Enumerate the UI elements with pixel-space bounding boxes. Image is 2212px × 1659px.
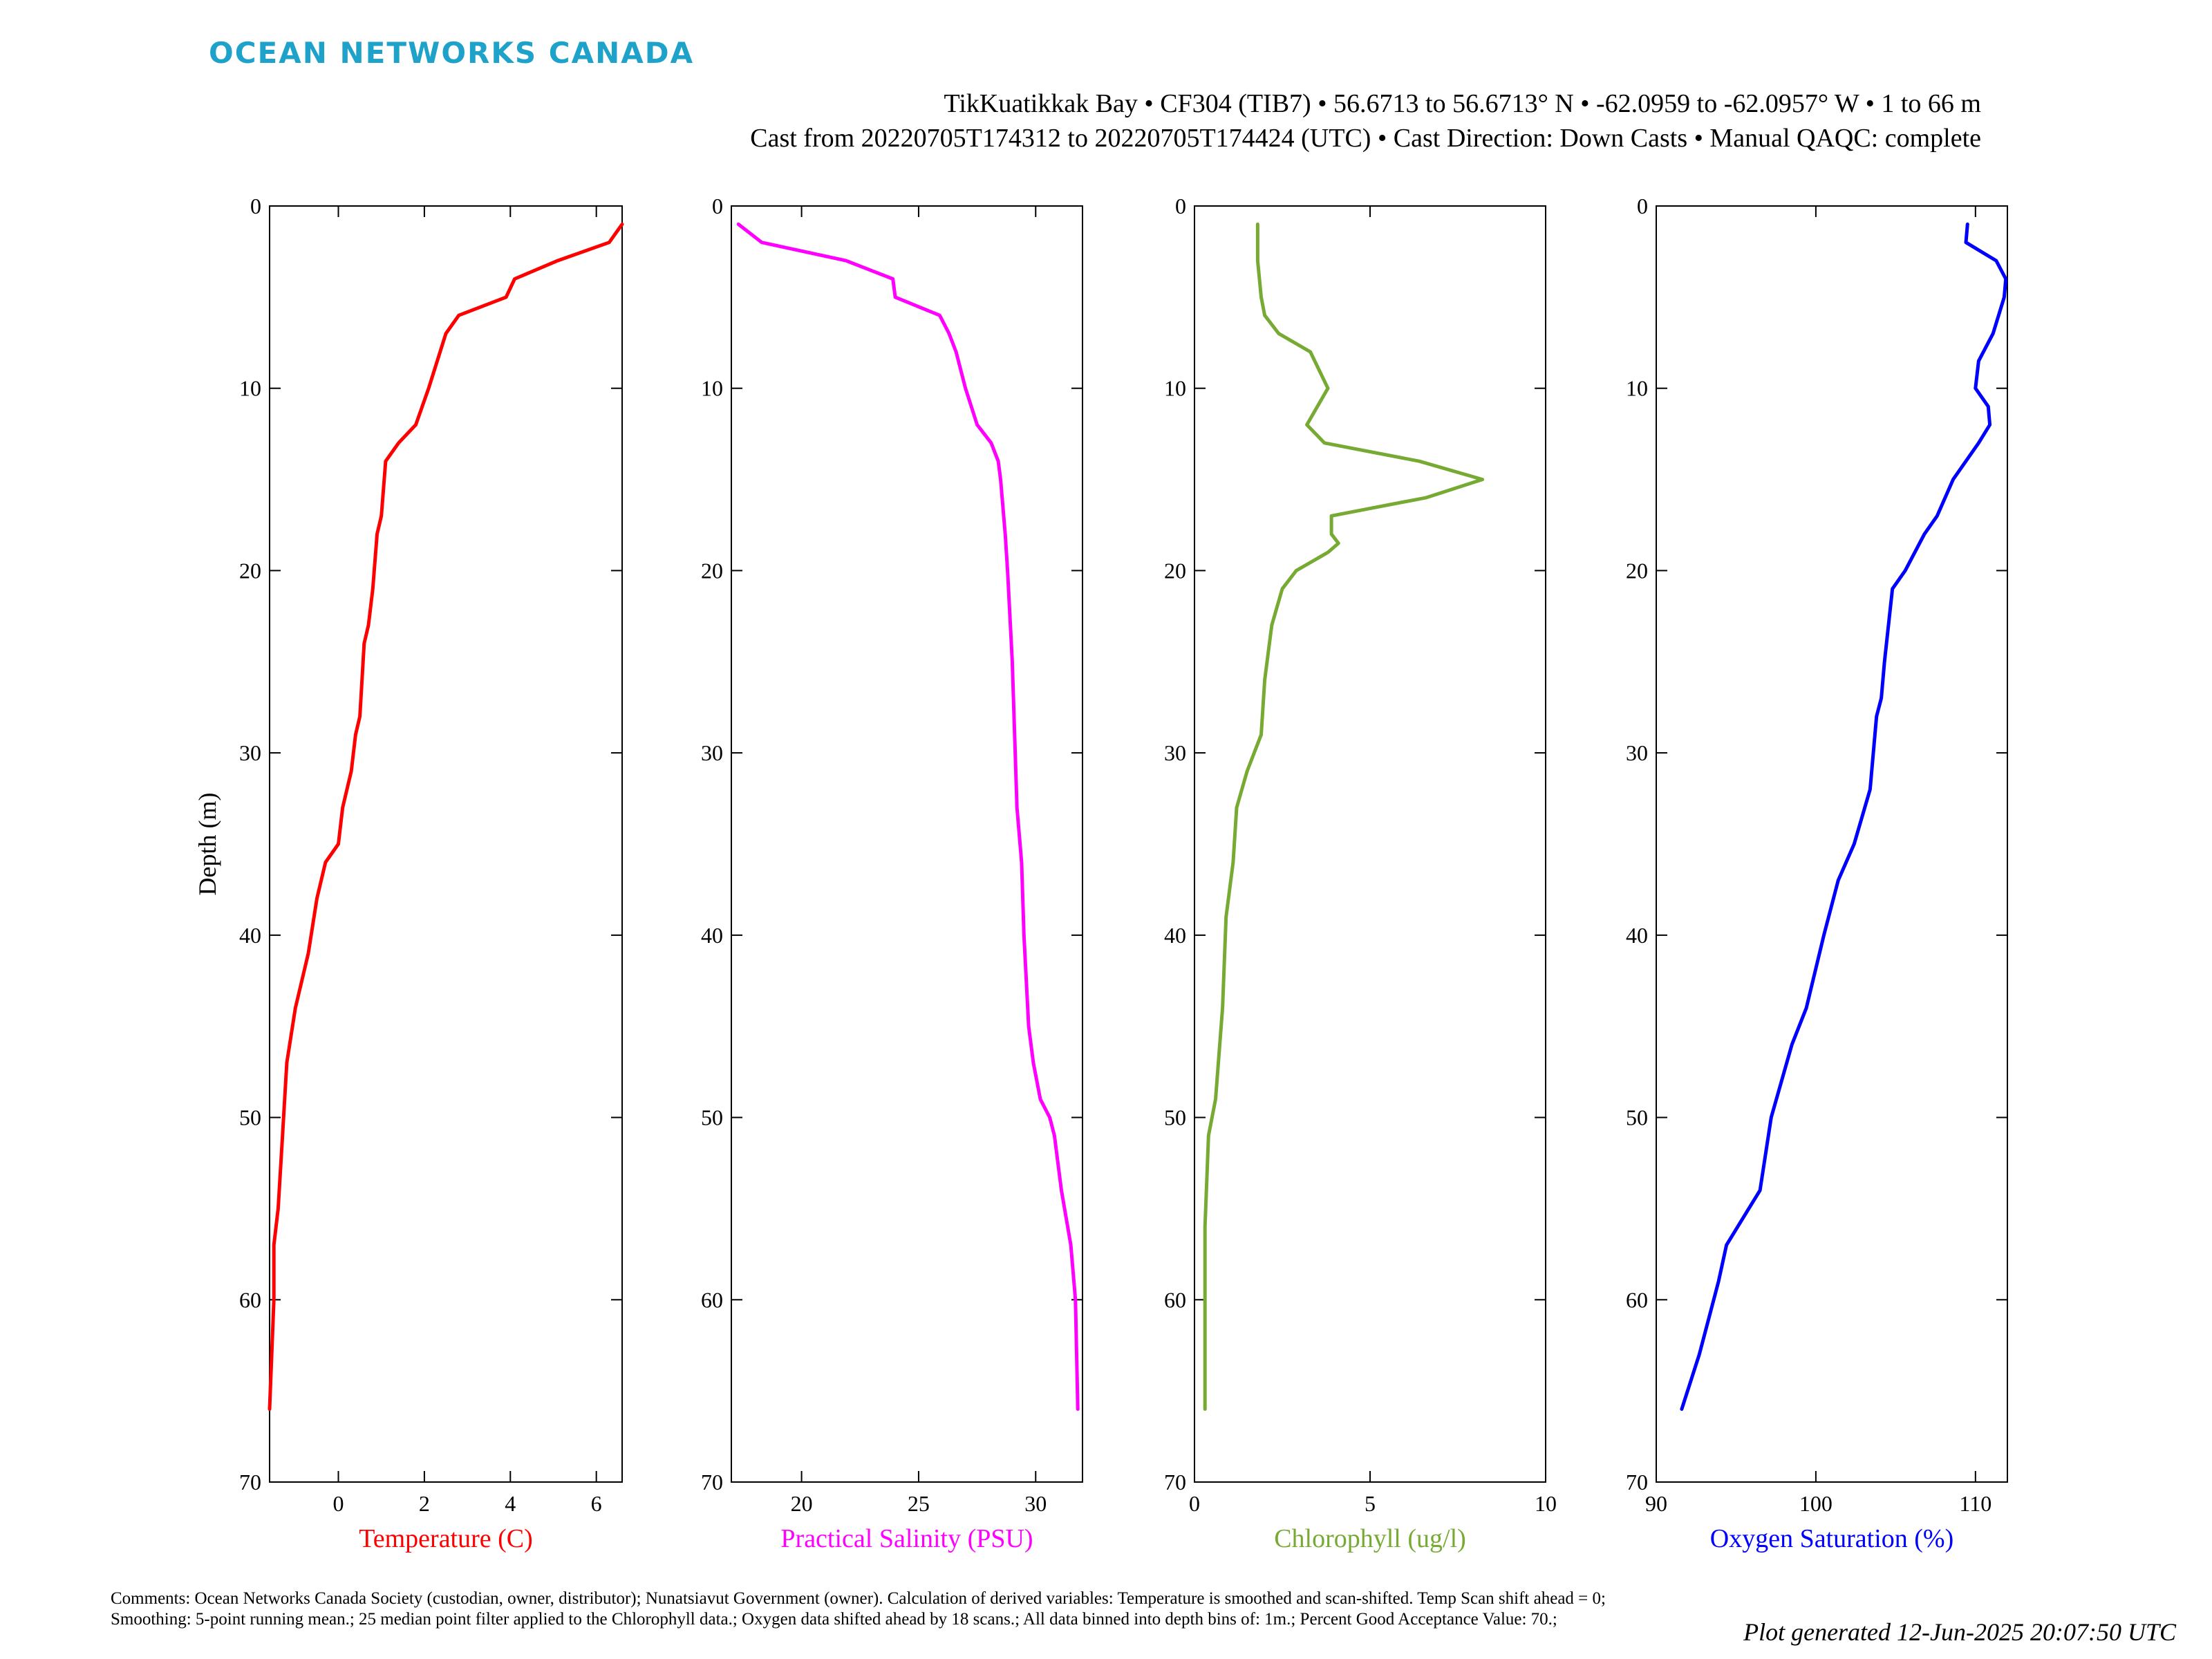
y-tick-label: 50 [1164, 1105, 1186, 1130]
y-tick-label: 10 [701, 376, 723, 401]
y-tick-label: 0 [250, 194, 261, 218]
plot-title-cast: Cast from 20220705T174312 to 20220705T17… [750, 124, 1981, 153]
y-tick-label: 60 [701, 1287, 723, 1312]
x-tick-label: 0 [333, 1491, 344, 1516]
y-tick-label: 0 [1175, 194, 1186, 218]
y-tick-label: 40 [239, 923, 261, 948]
x-tick-label: 2 [419, 1491, 430, 1516]
y-tick-label: 70 [701, 1470, 723, 1494]
y-tick-label: 10 [1164, 376, 1186, 401]
x-tick-label: 10 [1535, 1491, 1557, 1516]
y-tick-label: 40 [1164, 923, 1186, 948]
y-tick-label: 50 [1626, 1105, 1648, 1130]
y-tick-label: 0 [1637, 194, 1648, 218]
y-tick-label: 50 [701, 1105, 723, 1130]
y-tick-label: 0 [712, 194, 723, 218]
y-tick-label: 30 [1626, 740, 1648, 765]
y-tick-label: 10 [239, 376, 261, 401]
profile-line [1203, 222, 1485, 1411]
y-tick-label: 30 [239, 740, 261, 765]
x-tick-label: 20 [791, 1491, 813, 1516]
comments-text: Comments: Ocean Networks Canada Society … [111, 1589, 1606, 1629]
y-tick-label: 40 [701, 923, 723, 948]
y-tick-label: 20 [701, 558, 723, 583]
x-tick-label: 90 [1645, 1491, 1667, 1516]
axes-frame [1194, 205, 1546, 1483]
profile-line [268, 222, 624, 1411]
x-axis-label: Chlorophyll (ug/l) [1274, 1524, 1466, 1553]
y-tick-label: 60 [1164, 1287, 1186, 1312]
plot-title-location: TikKuatikkak Bay • CF304 (TIB7) • 56.671… [944, 89, 1981, 118]
y-tick-label: 50 [239, 1105, 261, 1130]
profile-panel-2: 0 10 20 30 40 50 60 70 20 25 30 Practical Salinity … [701, 194, 1083, 1553]
x-axis-label: Practical Salinity (PSU) [780, 1524, 1033, 1553]
y-tick-label: 20 [1626, 558, 1648, 583]
x-tick-label: 0 [1189, 1491, 1200, 1516]
x-tick-label: 6 [591, 1491, 602, 1516]
y-tick-label: 40 [1626, 923, 1648, 948]
y-tick-label: 20 [239, 558, 261, 583]
x-axis-label: Temperature (C) [359, 1524, 533, 1553]
y-tick-label: 70 [1626, 1470, 1648, 1494]
profile-line [1680, 222, 2008, 1411]
y-tick-label: 70 [239, 1470, 261, 1494]
x-tick-label: 110 [1959, 1491, 1991, 1516]
axes-frame [731, 205, 1083, 1483]
axes-frame [269, 205, 623, 1483]
x-tick-label: 5 [1365, 1491, 1376, 1516]
y-axis-label: Depth (m) [194, 793, 221, 896]
x-tick-label: 100 [1799, 1491, 1833, 1516]
y-tick-label: 60 [1626, 1287, 1648, 1312]
ocean-networks-canada-logo: OCEAN NETWORKS CANADA [209, 36, 695, 70]
y-tick-label: 30 [701, 740, 723, 765]
axes-frame [1656, 205, 2008, 1483]
x-axis-label: Oxygen Saturation (%) [1710, 1524, 1953, 1553]
y-tick-label: 60 [239, 1287, 261, 1312]
x-tick-label: 25 [908, 1491, 930, 1516]
y-tick-label: 70 [1164, 1470, 1186, 1494]
x-tick-label: 4 [505, 1491, 516, 1516]
profile-line [736, 222, 1080, 1411]
y-tick-label: 10 [1626, 376, 1648, 401]
x-tick-label: 30 [1024, 1491, 1047, 1516]
plot-generated-timestamp: Plot generated 12-Jun-2025 20:07:50 UTC [1743, 1618, 2176, 1646]
y-tick-label: 30 [1164, 740, 1186, 765]
profile-panel-1: 0 10 20 30 40 50 60 70 0 2 4 6 Temperature (C) Depth … [194, 194, 624, 1553]
y-tick-label: 20 [1164, 558, 1186, 583]
